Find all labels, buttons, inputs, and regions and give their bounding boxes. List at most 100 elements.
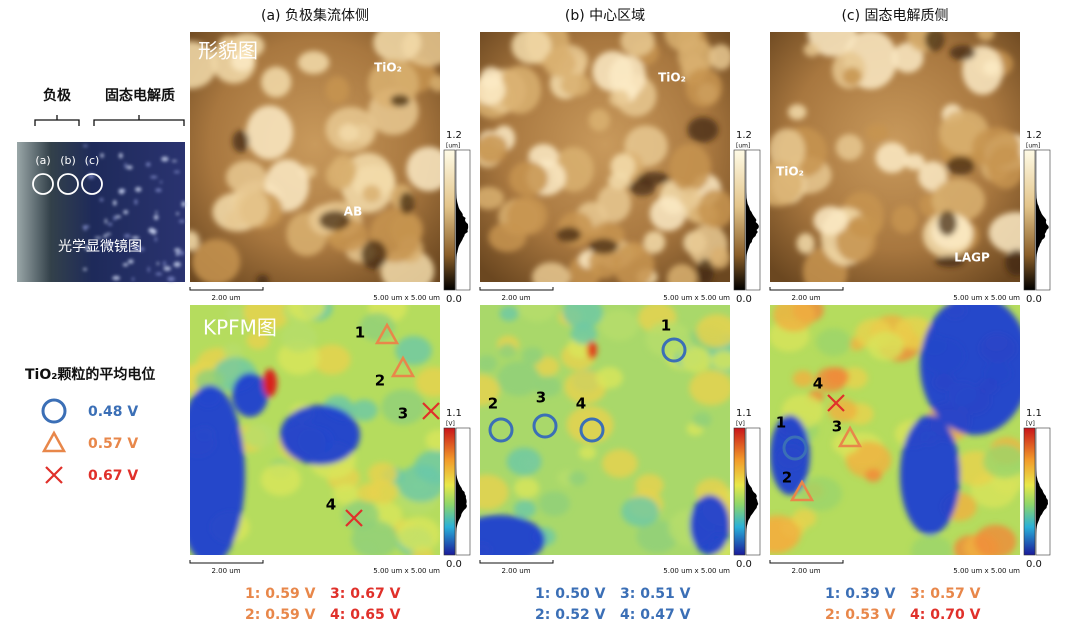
optical-speck [135, 186, 142, 192]
topography-image [190, 32, 440, 282]
optical-speck [100, 153, 104, 158]
kpfm-domain [636, 519, 678, 553]
optical-speck [147, 266, 150, 273]
scan-size: 5.00 um x 5.00 um [663, 567, 730, 575]
phase-label: AB [344, 205, 362, 219]
optical-speck [178, 219, 185, 223]
topo-pit [629, 179, 656, 196]
topo-grains [770, 32, 1020, 282]
topo-pit [937, 210, 957, 236]
topo-grain [875, 142, 909, 173]
topo-pit [589, 238, 619, 255]
marker-number: 2 [782, 469, 792, 487]
optical-speck [123, 234, 131, 238]
optical-speck [155, 272, 163, 276]
scan-size: 5.00 um x 5.00 um [953, 567, 1020, 575]
optical-speck [145, 162, 151, 167]
triangle-marker [41, 430, 67, 453]
kpfm-domain [534, 356, 560, 377]
circle-marker [782, 435, 808, 461]
topo-grain [528, 144, 559, 169]
topo-grain [842, 67, 862, 86]
cross-marker [45, 466, 63, 484]
topography-image [480, 32, 730, 282]
optical-speck [82, 225, 90, 229]
colorbar-min: 0.0 [446, 294, 462, 305]
histogram [456, 150, 469, 290]
optical-speck [87, 162, 90, 165]
kpfm-domain [243, 305, 290, 331]
scale-bar-label: 2.00 um [211, 567, 240, 575]
kpfm-domain [513, 477, 540, 499]
topo-grain [620, 32, 655, 57]
colorbar-max: 1.2 [446, 130, 462, 141]
optical-speck [173, 261, 181, 268]
optical-speck [112, 275, 121, 281]
topo-pit [319, 210, 350, 231]
optical-speck [175, 251, 179, 257]
topo-grain [190, 41, 217, 89]
optical-speck [181, 201, 187, 208]
topo-grain [891, 205, 918, 234]
cross-marker [345, 509, 363, 527]
kpfm-domain [570, 323, 598, 345]
topo-grain [918, 161, 948, 192]
kpfm-domain [395, 335, 432, 366]
topo-grain [988, 212, 1020, 254]
topo-grain [480, 186, 505, 210]
kpfm-hot-spot [263, 369, 277, 397]
potential-value: 4: 0.70 V [910, 607, 981, 623]
optical-speck [148, 227, 155, 234]
topo-pit [696, 258, 714, 282]
topo-grain [218, 35, 240, 56]
optical-speck [173, 170, 180, 174]
marker-number: 4 [326, 496, 336, 514]
kpfm-domain [518, 305, 557, 322]
colorbar [443, 149, 456, 291]
topo-grain [679, 187, 702, 209]
kpfm-domain [692, 412, 712, 428]
colorbar-unit: [um] [736, 143, 750, 150]
kpfm-domain [425, 429, 440, 452]
topo-grain [498, 65, 542, 114]
optical-speck [126, 165, 133, 170]
optical-speck [127, 259, 134, 264]
topo-grain [246, 105, 293, 160]
circle-marker [661, 337, 687, 363]
topo-grain [866, 123, 889, 142]
topo-grain [297, 50, 330, 75]
histogram [1036, 150, 1049, 290]
optical-speck [176, 212, 179, 216]
kpfm-domains [480, 305, 730, 555]
kpfm-domain [621, 496, 660, 527]
marker-number: 4 [813, 375, 823, 393]
kpfm-domain [350, 399, 378, 422]
kpfm-domain [773, 305, 816, 332]
topo-pit [232, 130, 250, 153]
marker-number: 2 [375, 372, 385, 390]
kpfm-domain [368, 462, 398, 486]
kpfm-domain [480, 474, 509, 510]
topography-image [770, 32, 1020, 282]
potential-value: 3: 0.51 V [620, 586, 691, 602]
kpfm-domain [562, 305, 604, 329]
kpfm-domain [538, 491, 570, 517]
topo-pit [390, 94, 410, 107]
optical-speck [163, 266, 172, 271]
scale-bar [189, 287, 264, 291]
kpfm-domain [333, 483, 360, 505]
optical-speck [155, 188, 162, 193]
colorbar [1023, 149, 1036, 291]
histogram [1036, 428, 1049, 555]
optical-speck [104, 218, 108, 224]
topo-grain [649, 196, 687, 232]
topo-grain [406, 146, 440, 192]
colorbar [733, 427, 746, 556]
brace [34, 115, 80, 126]
kpfm-domain [415, 367, 440, 397]
topo-grain [770, 161, 804, 207]
scale-bar [769, 287, 844, 291]
cross-marker [827, 394, 845, 412]
kpfm-domain [497, 361, 541, 397]
topo-grain [430, 74, 440, 92]
